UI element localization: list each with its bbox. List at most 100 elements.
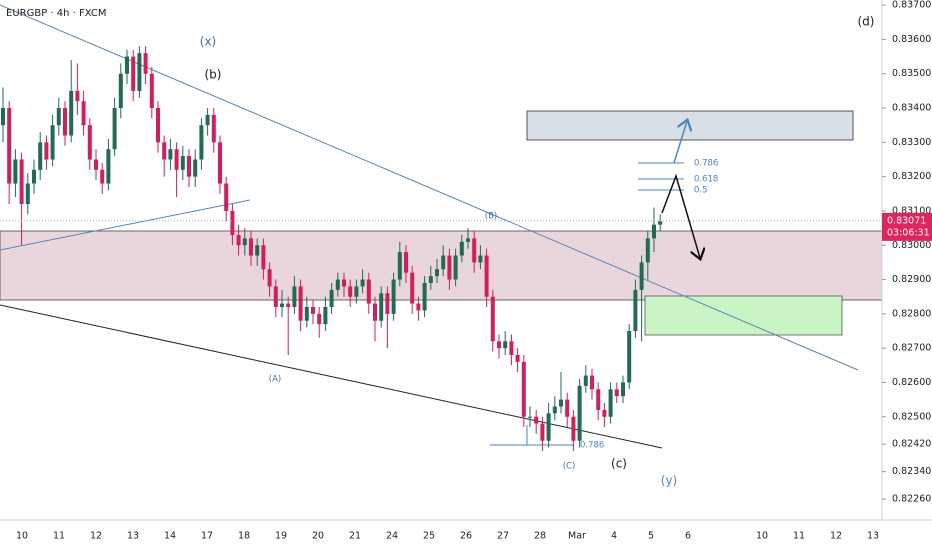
candle-body bbox=[162, 142, 167, 160]
x-tick-label: 25 bbox=[423, 531, 435, 542]
x-tick-label: 4 bbox=[611, 531, 617, 542]
candle-body bbox=[633, 289, 638, 332]
candle-body bbox=[125, 56, 129, 74]
price-tag bbox=[882, 212, 932, 241]
candle-body bbox=[565, 399, 570, 417]
candle-body bbox=[211, 114, 216, 143]
candle-body bbox=[453, 255, 458, 280]
candle-body bbox=[329, 289, 334, 307]
candle-body bbox=[286, 303, 291, 307]
candle-body bbox=[608, 389, 613, 417]
annotation: (A) bbox=[269, 375, 281, 385]
candle-body bbox=[298, 286, 303, 321]
candle-body bbox=[94, 159, 98, 170]
candle-body bbox=[56, 108, 61, 126]
candle-body bbox=[292, 286, 297, 307]
candle-body bbox=[596, 389, 601, 410]
candle-body bbox=[552, 406, 557, 414]
candle-body bbox=[304, 306, 309, 321]
y-tick-label: 0.82420 bbox=[892, 439, 931, 450]
candle-body bbox=[280, 303, 284, 307]
y-tick-label: 0.83300 bbox=[892, 137, 931, 148]
x-tick-label: 5 bbox=[648, 531, 654, 542]
candle-body bbox=[521, 361, 526, 417]
trend-line bbox=[0, 199, 251, 251]
x-tick-label: 6 bbox=[685, 531, 691, 542]
candle-body bbox=[466, 238, 470, 242]
candle-body bbox=[404, 252, 408, 273]
candle-body bbox=[360, 279, 365, 287]
candle-body bbox=[7, 108, 12, 184]
candle-body bbox=[447, 255, 452, 280]
x-tick-label: 10 bbox=[756, 531, 768, 542]
countdown-label: 03:06:31 bbox=[887, 227, 930, 238]
y-tick-label: 0.82500 bbox=[892, 411, 931, 422]
candle-body bbox=[373, 303, 377, 321]
y-tick-label: 0.83500 bbox=[892, 68, 931, 79]
y-tick-label: 0.82900 bbox=[892, 274, 931, 285]
x-tick-label: 19 bbox=[275, 531, 287, 542]
x-tick-label: 26 bbox=[460, 531, 472, 542]
y-tick-label: 0.83600 bbox=[892, 34, 931, 45]
candle-body bbox=[75, 90, 80, 102]
annotation: (c) bbox=[611, 457, 627, 471]
candle-body bbox=[118, 73, 123, 109]
x-tick-label: 12 bbox=[90, 531, 102, 542]
y-tick-label: 0.83000 bbox=[892, 240, 931, 251]
candle-body bbox=[218, 142, 222, 184]
candle-body bbox=[267, 269, 272, 287]
projection-arrow bbox=[673, 121, 687, 164]
candle-body bbox=[273, 286, 278, 307]
candle-body bbox=[323, 306, 328, 325]
candle-body bbox=[639, 262, 644, 290]
candle-body bbox=[428, 276, 433, 283]
candle-body bbox=[19, 159, 24, 205]
y-tick-label: 0.82800 bbox=[892, 308, 931, 319]
y-tick-label: 0.82260 bbox=[892, 494, 931, 505]
candle-body bbox=[652, 224, 656, 239]
candle-body bbox=[137, 53, 142, 91]
y-tick-label: 0.82600 bbox=[892, 377, 931, 388]
candle-body bbox=[25, 183, 30, 205]
candle-body bbox=[131, 56, 136, 91]
candle-body bbox=[435, 269, 439, 277]
candle-body bbox=[112, 108, 117, 150]
candle-body bbox=[100, 169, 105, 184]
x-tick-label: 17 bbox=[201, 531, 213, 542]
candle-body bbox=[354, 286, 359, 297]
candle-body bbox=[32, 169, 36, 184]
y-tick-label: 0.83400 bbox=[892, 103, 931, 114]
x-tick-label: 13 bbox=[127, 531, 139, 542]
support-box bbox=[644, 295, 843, 336]
candle-body bbox=[236, 234, 241, 246]
candle-body bbox=[509, 341, 514, 356]
projection-arrow bbox=[661, 173, 700, 258]
candle-body bbox=[348, 286, 353, 297]
annotation: (d) bbox=[858, 15, 875, 29]
candle-body bbox=[249, 238, 253, 256]
x-tick-label: 18 bbox=[238, 531, 250, 542]
annotation: (b) bbox=[205, 68, 222, 82]
annotation: (x) bbox=[200, 35, 216, 49]
candle-body bbox=[484, 255, 489, 297]
x-tick-label: 14 bbox=[164, 531, 176, 542]
y-tick-label: 0.83700 bbox=[892, 0, 931, 11]
candle-body bbox=[1, 108, 5, 126]
candle-body bbox=[81, 101, 86, 126]
candle-body bbox=[317, 313, 322, 325]
candle-body bbox=[13, 159, 18, 184]
candle-body bbox=[193, 159, 198, 177]
x-tick-label: 21 bbox=[349, 531, 361, 542]
candle-body bbox=[230, 210, 235, 235]
candle-body bbox=[645, 238, 650, 263]
candle-body bbox=[205, 114, 210, 126]
candle-body bbox=[199, 125, 204, 160]
y-tick-label: 0.83100 bbox=[892, 205, 931, 216]
candle-body bbox=[478, 255, 483, 263]
candle-body bbox=[156, 108, 160, 143]
candle-body bbox=[459, 241, 464, 256]
candle-body bbox=[416, 303, 421, 311]
candle-body bbox=[143, 53, 148, 74]
annotation: (y) bbox=[661, 474, 677, 488]
